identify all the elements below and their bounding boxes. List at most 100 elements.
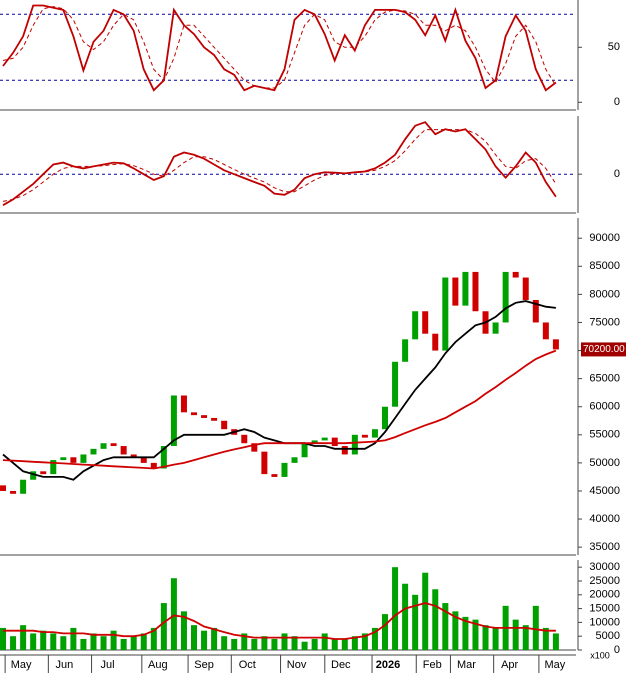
- candle: [311, 440, 318, 444]
- volume-bar: [462, 616, 469, 650]
- y-tick-label: 0: [614, 168, 620, 180]
- volume-bar: [492, 627, 499, 650]
- candle: [120, 446, 127, 455]
- y-tick-label: 10000: [589, 616, 620, 628]
- candle: [291, 457, 298, 463]
- last-price-label: 70200.00: [583, 344, 625, 355]
- volume-bar: [261, 636, 268, 650]
- candle: [542, 322, 549, 340]
- candle: [552, 339, 559, 350]
- x-tick-label: Aug: [148, 659, 168, 671]
- candle: [382, 406, 389, 430]
- volume-bar: [522, 625, 529, 650]
- volume-bar: [432, 589, 439, 650]
- candle: [40, 471, 47, 475]
- candle: [492, 322, 499, 334]
- candle: [301, 443, 308, 458]
- y-tick-label: 0: [614, 644, 620, 656]
- candle: [432, 333, 439, 351]
- candle: [512, 271, 519, 278]
- volume-bar: [180, 611, 187, 650]
- volume-bar: [512, 619, 519, 650]
- y-tick-label: 35000: [589, 541, 620, 553]
- y-tick-label: 75000: [589, 316, 620, 328]
- y-tick-label: 50000: [589, 457, 620, 469]
- volume-bar: [402, 583, 409, 650]
- x-tick-label: May: [545, 659, 566, 671]
- candle: [191, 412, 198, 416]
- volume-bar: [20, 625, 27, 650]
- volume-bar: [221, 636, 228, 650]
- x-tick-label: Nov: [287, 659, 307, 671]
- y-tick-label: 85000: [589, 260, 620, 272]
- y-tick-label: 55000: [589, 429, 620, 441]
- y-tick-label: 60000: [589, 401, 620, 413]
- y-tick-label: 90000: [589, 232, 620, 244]
- candle: [261, 451, 268, 475]
- volume-bar: [382, 614, 389, 650]
- candle: [281, 462, 288, 477]
- x-tick-label: Apr: [501, 659, 518, 671]
- candle: [90, 448, 97, 455]
- candle: [110, 443, 117, 447]
- volume-bar: [341, 638, 348, 650]
- candle: [532, 300, 539, 323]
- volume-bar: [160, 603, 167, 650]
- candle: [130, 454, 137, 458]
- candle: [0, 485, 7, 491]
- candle: [392, 361, 399, 407]
- volume-bar: [50, 633, 57, 650]
- volume-bar: [70, 627, 77, 650]
- unit-label: x100: [590, 650, 610, 660]
- candle: [201, 415, 208, 418]
- volume-bar: [30, 633, 37, 650]
- x-tick-label: Sep: [194, 659, 214, 671]
- y-tick-label: 80000: [589, 288, 620, 300]
- y-tick-label: 15000: [589, 602, 620, 614]
- candle: [502, 271, 509, 323]
- candle: [180, 395, 187, 413]
- volume-bar: [0, 627, 7, 650]
- x-tick-label: Mar: [457, 659, 476, 671]
- series-line: [2, 4, 557, 92]
- volume-bar: [371, 627, 378, 650]
- volume-bar: [422, 572, 429, 650]
- x-tick-label: May: [11, 659, 32, 671]
- volume-bar: [331, 638, 338, 650]
- candle: [472, 271, 479, 312]
- volume-bar: [472, 619, 479, 650]
- candle: [170, 395, 177, 447]
- volume-bar: [150, 627, 157, 650]
- volume-bar: [201, 630, 208, 650]
- candle: [331, 437, 338, 447]
- candle: [221, 420, 228, 430]
- y-tick-label: 50: [608, 41, 620, 53]
- candle: [522, 277, 529, 301]
- volume-bar: [251, 638, 258, 650]
- candle: [70, 457, 77, 463]
- volume-bar: [60, 636, 67, 650]
- candle: [422, 311, 429, 334]
- candle: [241, 434, 248, 444]
- candle: [402, 339, 409, 362]
- series-line: [3, 602, 556, 640]
- volume-bar: [231, 638, 238, 650]
- x-tick-label: Dec: [331, 659, 351, 671]
- candle: [211, 417, 218, 421]
- candle: [351, 434, 358, 455]
- volume-bar: [532, 605, 539, 650]
- volume-bar: [130, 636, 137, 650]
- y-tick-label: 40000: [589, 513, 620, 525]
- volume-bar: [281, 633, 288, 650]
- volume-bar: [40, 630, 47, 650]
- candle: [442, 277, 449, 351]
- volume-bar: [482, 625, 489, 650]
- y-tick-label: 45000: [589, 485, 620, 497]
- volume-bar: [442, 603, 449, 650]
- candle: [10, 490, 17, 494]
- volume-bar: [452, 611, 459, 650]
- candle: [60, 457, 67, 461]
- volume-bar: [321, 633, 328, 650]
